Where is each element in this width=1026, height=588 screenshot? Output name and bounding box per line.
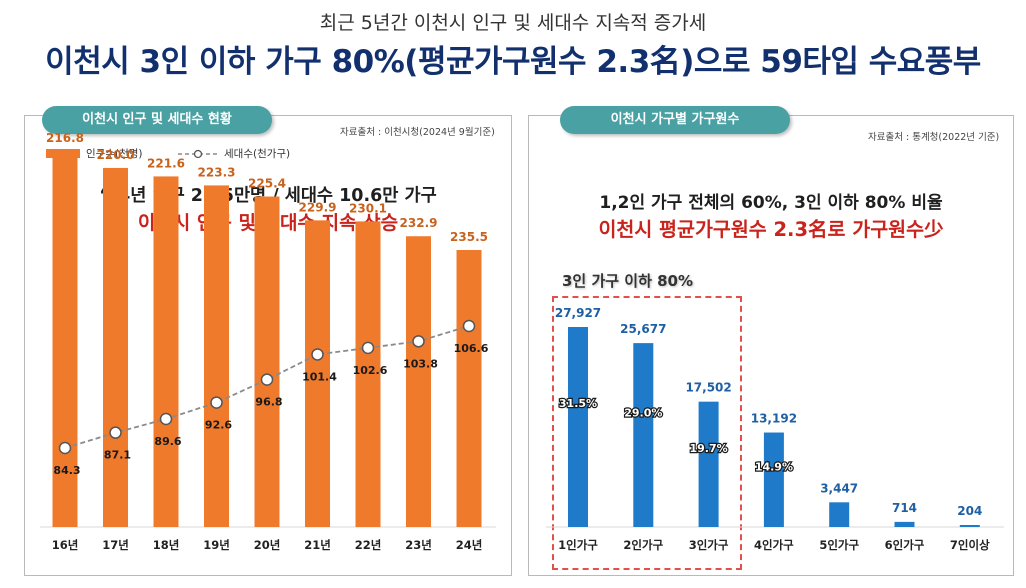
- households-value-label: 96.8: [255, 396, 282, 409]
- households-point: [159, 412, 173, 426]
- population-bar: [406, 236, 431, 527]
- household-size-bar: [894, 521, 915, 527]
- population-value-label: 223.3: [198, 165, 236, 179]
- population-value-label: 221.6: [147, 156, 185, 170]
- household-share-label: 19.7%: [690, 442, 728, 455]
- legend-households-swatch: [178, 149, 218, 159]
- population-year-label: 23년: [405, 538, 432, 552]
- population-year-label: 16년: [52, 538, 79, 552]
- population-year-label: 21년: [304, 538, 331, 552]
- population-bar: [103, 167, 128, 528]
- population-year-label: 22년: [355, 538, 382, 552]
- population-bar: [355, 221, 381, 528]
- households-line: [64, 325, 470, 449]
- population-value-label: 220.0: [97, 148, 135, 162]
- households-value-label: 106.6: [454, 342, 489, 355]
- household-size-category-label: 5인가구: [819, 538, 859, 552]
- small-household-group-box: [552, 296, 742, 570]
- household-size-value-label: 13,192: [751, 412, 797, 426]
- population-bar: [52, 151, 78, 527]
- population-year-label: 20년: [254, 538, 281, 552]
- population-bar: [456, 250, 482, 527]
- household-size-value-label: 25,677: [620, 322, 666, 336]
- population-year-label: 24년: [456, 538, 483, 552]
- population-value-label: 216.8: [46, 131, 84, 145]
- households-point: [412, 335, 425, 348]
- household-share-label: 14.9%: [755, 460, 793, 473]
- households-value-label: 89.6: [154, 435, 181, 448]
- household-size-bar: [763, 432, 784, 527]
- population-bar: [153, 176, 179, 528]
- households-point: [361, 341, 375, 355]
- population-bar: [305, 220, 330, 527]
- households-point: [109, 426, 122, 439]
- household-size-bar: [959, 525, 980, 527]
- household-size-value-label: 204: [957, 504, 982, 518]
- household-size-bar: [568, 327, 588, 527]
- household-size-bar: [698, 401, 719, 527]
- legend-households-label: 세대수(천가구): [224, 148, 291, 160]
- household-size-subheadline: 이천시 평균가구원수 2.3名로 가구원수少: [598, 218, 944, 241]
- households-value-label: 84.3: [53, 464, 80, 477]
- households-point: [260, 373, 274, 386]
- household-size-category-label: 4인가구: [754, 538, 794, 552]
- household-size-category-label: 2인가구: [623, 538, 663, 552]
- household-size-category-label: 6인가구: [885, 538, 925, 552]
- household-size-value-label: 17,502: [685, 381, 731, 395]
- households-value-label: 102.6: [353, 364, 388, 377]
- population-value-label: 225.4: [248, 177, 286, 191]
- households-value-label: 87.1: [104, 449, 131, 462]
- population-value-label: 232.9: [400, 216, 438, 230]
- households-point: [210, 396, 223, 409]
- household-size-source: 자료출처 : 통계청(2022년 기준): [868, 132, 1000, 143]
- households-value-label: 101.4: [302, 370, 337, 383]
- household-share-label: 29.0%: [624, 407, 662, 420]
- population-source: 자료출처 : 이천시청(2024년 9월기준): [340, 127, 495, 138]
- household-size-category-label: 3인가구: [689, 538, 729, 552]
- household-size-value-label: 3,447: [820, 481, 858, 495]
- super-title: 최근 5년간 이천시 인구 및 세대수 지속적 증가세: [319, 12, 707, 34]
- population-year-label: 17년: [102, 538, 129, 552]
- population-headline: ‘24년 인구 23.5만명 / 세대수 10.6만 가구: [99, 186, 437, 206]
- population-panel-tab: 이천시 인구 및 세대수 현황: [42, 106, 272, 134]
- households-point: [462, 319, 476, 333]
- small-household-group-label: 3인 가구 이하 80%: [562, 272, 694, 290]
- household-size-category-label: 7인이상: [950, 538, 990, 552]
- households-point: [58, 441, 72, 455]
- household-size-bar: [829, 502, 850, 527]
- households-value-label: 92.6: [205, 419, 232, 432]
- population-year-label: 19년: [203, 538, 230, 552]
- population-value-label: 235.5: [450, 230, 488, 244]
- population-value-label: 230.1: [349, 201, 387, 215]
- population-year-label: 18년: [153, 538, 180, 552]
- legend-households: 세대수(천가구): [178, 146, 290, 161]
- population-bar: [254, 196, 280, 527]
- households-value-label: 103.8: [403, 357, 438, 370]
- legend-population-label: 인구수(천명): [86, 148, 143, 160]
- household-size-panel-tab: 이천시 가구별 가구원수: [560, 106, 790, 134]
- household-size-bar: [633, 343, 654, 527]
- household-size-value-label: 27,927: [555, 306, 601, 320]
- population-value-label: 229.9: [299, 200, 337, 214]
- population-bar: [204, 185, 229, 528]
- households-point: [311, 348, 324, 361]
- main-title: 이천시 3인 이하 가구 80%(평균가구원수 2.3名)으로 59타입 수요풍…: [45, 44, 981, 80]
- household-size-category-label: 1인가구: [558, 538, 598, 552]
- household-size-value-label: 714: [892, 501, 917, 515]
- household-size-headline: 1,2인 가구 전체의 60%, 3인 이하 80% 비율: [599, 193, 943, 213]
- household-share-label: 31.5%: [559, 397, 597, 410]
